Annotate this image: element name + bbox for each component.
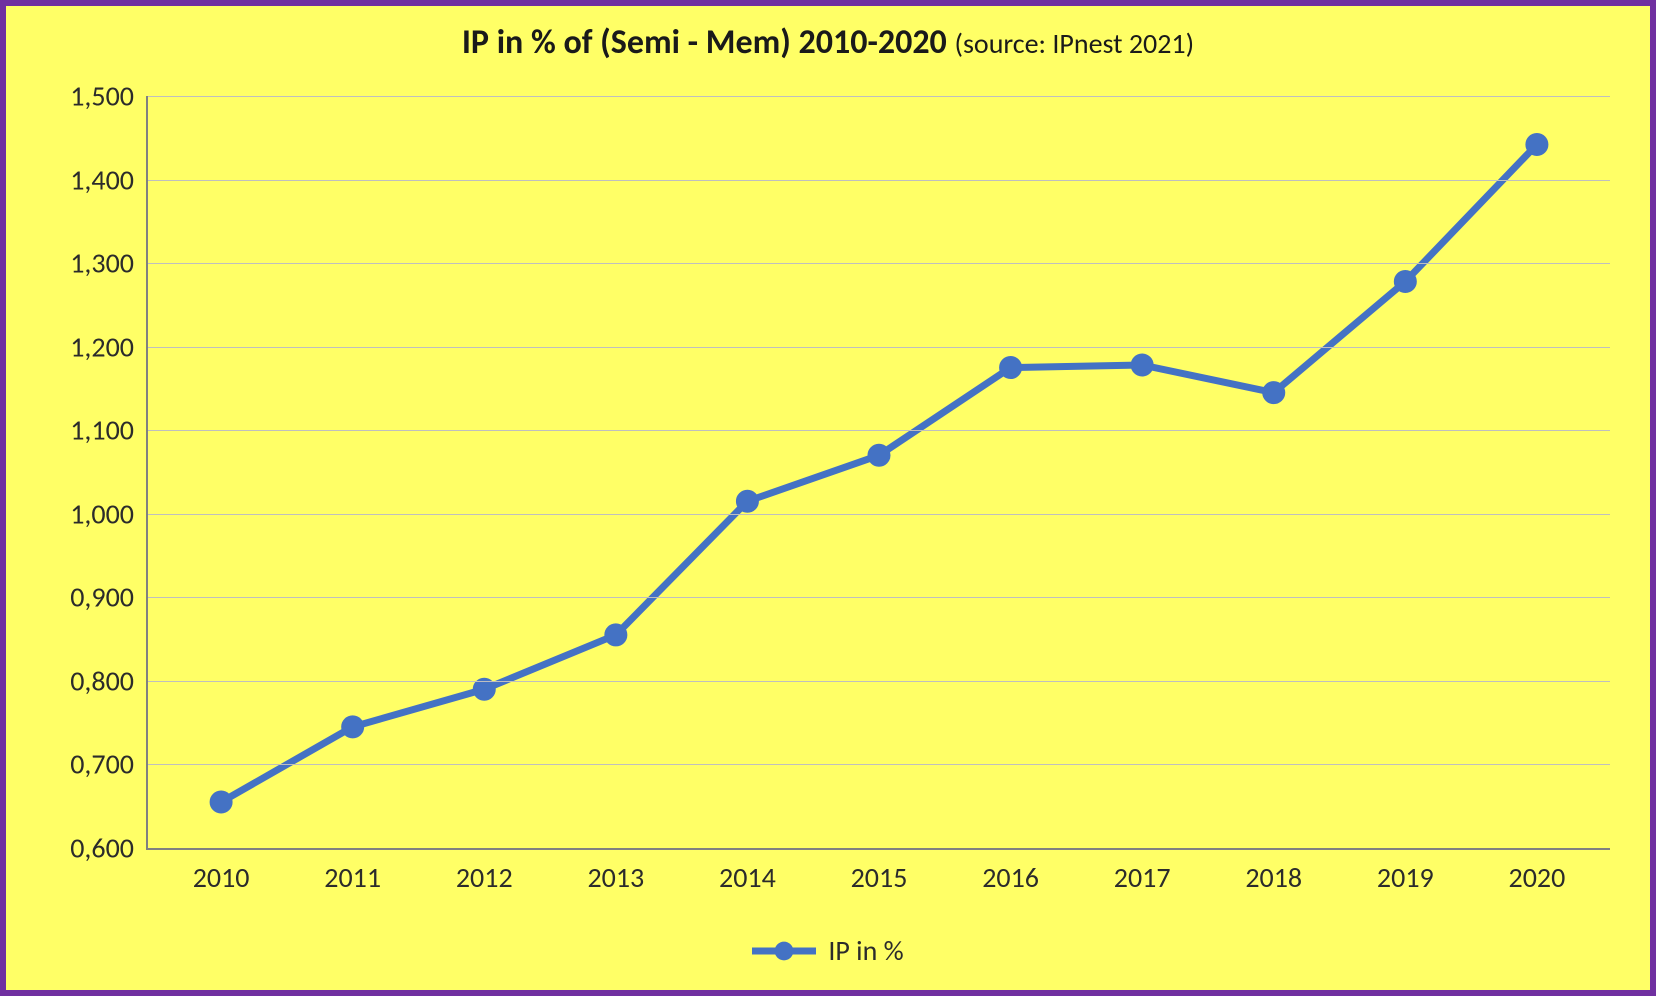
- gridline: [148, 597, 1610, 598]
- chart-frame: IP in % of (Semi - Mem) 2010-2020 (sourc…: [0, 0, 1656, 996]
- x-tick-label: 2010: [193, 860, 250, 895]
- y-tick-label: 1,100: [70, 413, 134, 448]
- x-tick-label: 2012: [456, 860, 513, 895]
- chart-title-sub: (source: IPnest 2021): [954, 26, 1194, 61]
- y-tick-label: 1,200: [70, 329, 134, 364]
- gridline: [148, 180, 1610, 181]
- x-tick-label: 2014: [719, 860, 776, 895]
- x-tick-label: 2020: [1509, 860, 1566, 895]
- x-tick-label: 2019: [1377, 860, 1434, 895]
- legend-label: IP in %: [828, 933, 903, 968]
- y-tick-label: 0,600: [70, 831, 134, 866]
- data-point: [1526, 133, 1548, 155]
- chart-title: IP in % of (Semi - Mem) 2010-2020 (sourc…: [6, 22, 1650, 63]
- data-point: [868, 444, 890, 466]
- x-tick-label: 2018: [1245, 860, 1302, 895]
- data-point: [342, 716, 364, 738]
- legend-line-icon: [752, 939, 816, 963]
- line-series: [148, 96, 1610, 848]
- y-tick-label: 1,500: [70, 79, 134, 114]
- x-tick-label: 2013: [587, 860, 644, 895]
- data-point: [210, 791, 232, 813]
- data-point: [736, 490, 758, 512]
- legend: IP in %: [6, 933, 1650, 968]
- data-point: [1000, 357, 1022, 379]
- data-point: [1263, 382, 1285, 404]
- y-tick-label: 0,800: [70, 663, 134, 698]
- data-point: [1394, 270, 1416, 292]
- gridline: [148, 96, 1610, 97]
- gridline: [148, 514, 1610, 515]
- gridline: [148, 764, 1610, 765]
- x-tick-label: 2011: [324, 860, 381, 895]
- chart-title-main: IP in % of (Semi - Mem) 2010-2020: [462, 22, 955, 63]
- x-tick-label: 2017: [1114, 860, 1171, 895]
- gridline: [148, 347, 1610, 348]
- y-tick-label: 0,900: [70, 580, 134, 615]
- gridline: [148, 263, 1610, 264]
- x-tick-label: 2016: [982, 860, 1039, 895]
- plot-region: 0,6000,7000,8000,9001,0001,1001,2001,300…: [146, 96, 1610, 850]
- y-tick-label: 1,400: [70, 162, 134, 197]
- gridline: [148, 430, 1610, 431]
- gridline: [148, 681, 1610, 682]
- legend-swatch: [752, 939, 816, 963]
- chart-area: IP in % of (Semi - Mem) 2010-2020 (sourc…: [6, 6, 1650, 990]
- data-point: [1131, 354, 1153, 376]
- x-tick-label: 2015: [851, 860, 908, 895]
- y-tick-label: 1,300: [70, 246, 134, 281]
- y-tick-label: 0,700: [70, 747, 134, 782]
- series-line: [221, 144, 1537, 802]
- data-point: [605, 624, 627, 646]
- y-tick-label: 1,000: [70, 496, 134, 531]
